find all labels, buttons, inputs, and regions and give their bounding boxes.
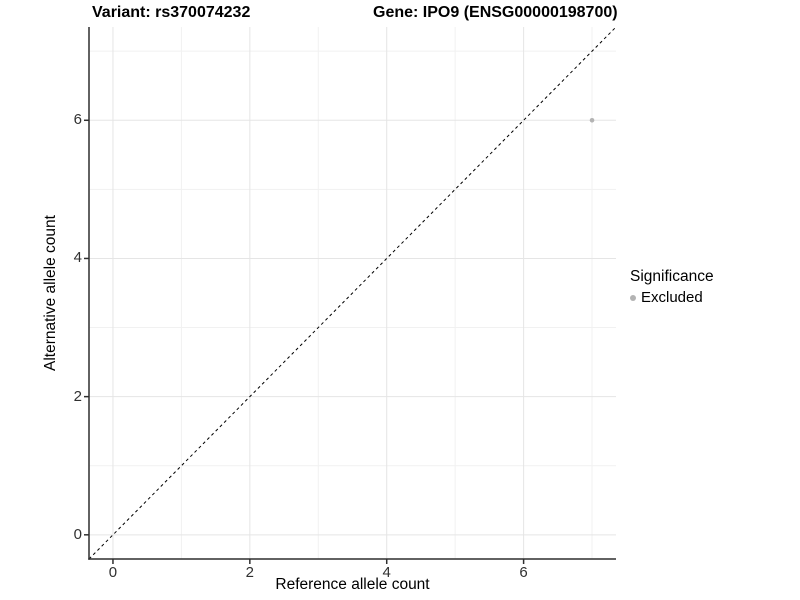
legend-item-excluded: Excluded: [630, 289, 714, 306]
legend-item-label: Excluded: [641, 289, 703, 306]
x-tick-label: 4: [382, 564, 391, 581]
variant-title: Variant: rs370074232: [92, 4, 251, 21]
y-tick-label: 2: [73, 387, 82, 405]
legend-title: Significance: [630, 268, 714, 285]
excluded-point-icon: [630, 294, 636, 301]
x-tick-label: 2: [245, 564, 254, 581]
y-tick-label: 6: [73, 111, 82, 129]
x-tick-label: 0: [108, 564, 118, 581]
y-axis-title: Alternative allele count: [42, 215, 59, 371]
y-tick-label: 0: [73, 525, 82, 543]
x-tick-label: 6: [519, 564, 528, 581]
legend: Significance Excluded: [630, 268, 714, 306]
x-axis-title: Reference allele count: [275, 576, 430, 593]
y-tick-label: 4: [73, 249, 82, 267]
identity-dashed-line: [88, 26, 617, 560]
gene-title: Gene: IPO9 (ENSG00000198700): [373, 4, 618, 21]
data-point: [589, 117, 595, 123]
